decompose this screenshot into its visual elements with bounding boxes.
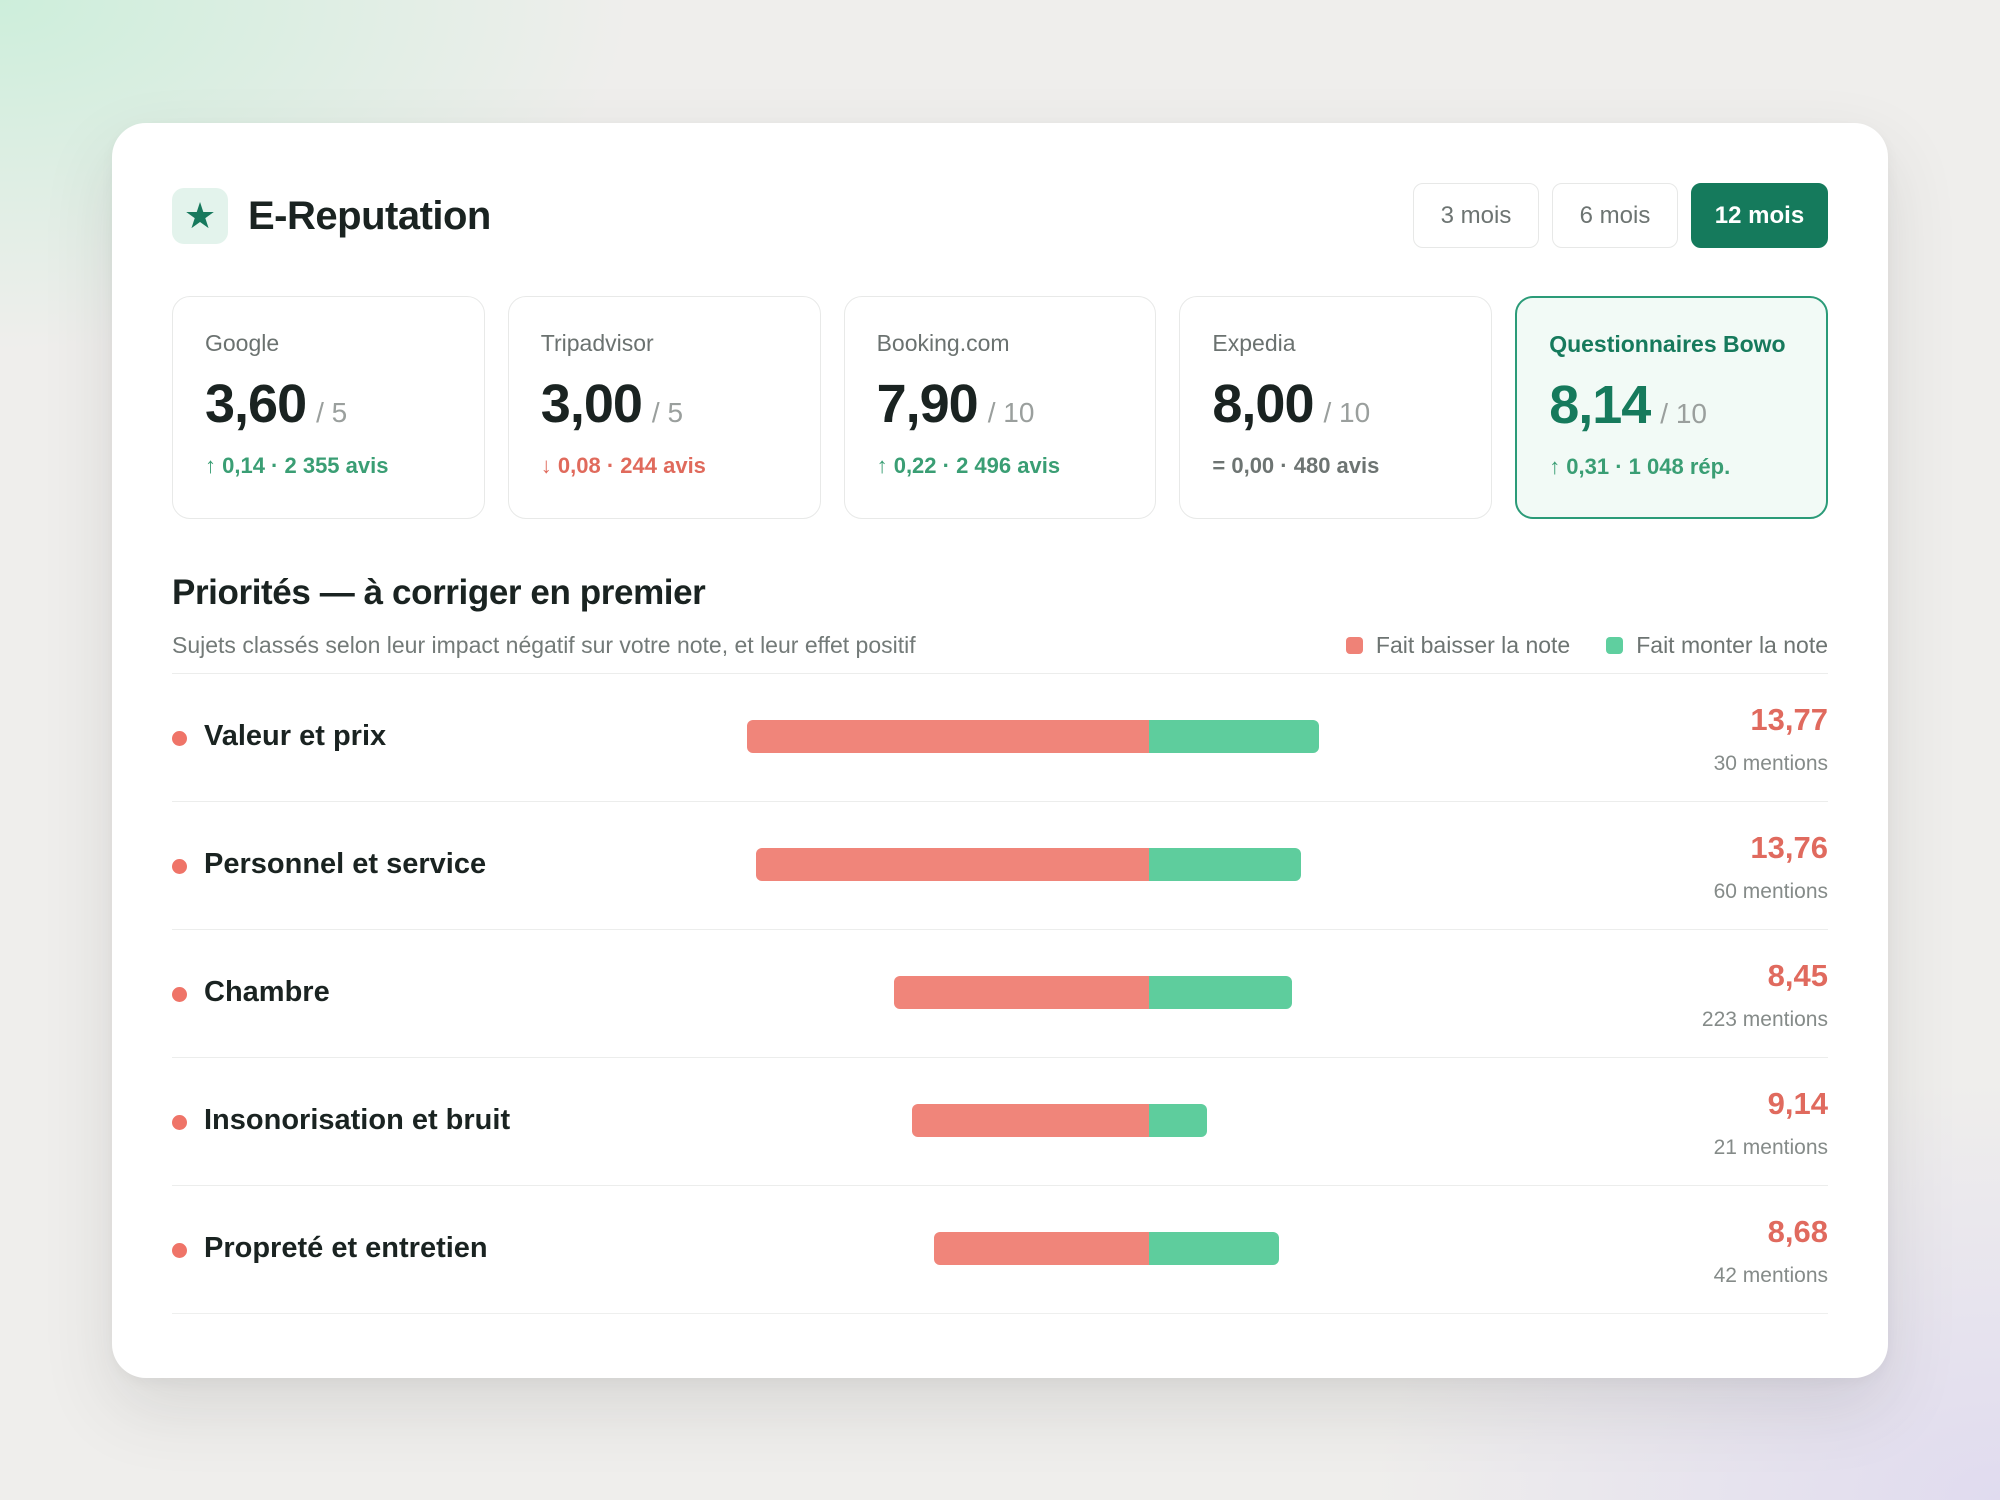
priority-row[interactable]: Insonorisation et bruit 9,14 21 mentions xyxy=(172,1058,1828,1186)
priority-dot xyxy=(172,987,187,1002)
score-value-row: 7,90 / 10 xyxy=(877,373,1156,435)
score-delta: ↑ 0,22 · 2 496 avis xyxy=(876,453,1061,478)
legend-swatch-negative xyxy=(1345,637,1363,654)
score-scale: / 10 xyxy=(1660,398,1707,429)
score-card-tripadvisor[interactable]: Tripadvisor 3,00 / 5 ↓ 0,08 · 244 avis xyxy=(507,296,821,519)
score-value: 3,60 xyxy=(205,374,307,434)
priorities-header: Priorités — à corriger en premier Sujets… xyxy=(172,573,1828,673)
score-value-row: 8,14 / 10 xyxy=(1549,374,1826,436)
legend: Fait baisser la note Fait monter la note xyxy=(1345,632,1828,659)
bar-negative xyxy=(912,1104,1149,1137)
priority-label: Propreté et entretien xyxy=(204,1232,488,1264)
priority-row[interactable]: Personnel et service 13,76 60 mentions xyxy=(172,802,1828,930)
priority-score: 13,77 xyxy=(1750,702,1828,737)
score-card-name: Questionnaires Bowo xyxy=(1549,331,1786,357)
legend-swatch-positive xyxy=(1606,637,1624,654)
period-3-months-button[interactable]: 3 mois xyxy=(1413,183,1539,248)
bar-negative xyxy=(934,1232,1149,1265)
bar-negative xyxy=(755,848,1149,881)
score-scale: / 5 xyxy=(316,397,348,428)
score-scale: / 10 xyxy=(987,397,1035,428)
bar-positive xyxy=(1149,720,1319,753)
period-12-months-button[interactable]: 12 mois xyxy=(1691,183,1828,248)
score-card-questionnaires-bowo[interactable]: Questionnaires Bowo 8,14 / 10 ↑ 0,31 · 1… xyxy=(1515,296,1828,519)
priority-mentions: 60 mentions xyxy=(1713,880,1828,903)
page-title: E-Reputation xyxy=(248,193,491,238)
score-card-name: Google xyxy=(205,330,280,356)
score-value: 8,00 xyxy=(1212,374,1314,434)
priority-score: 8,45 xyxy=(1767,958,1828,993)
priority-label: Personnel et service xyxy=(204,848,487,880)
priority-row[interactable]: Chambre 8,45 223 mentions xyxy=(172,930,1828,1058)
priority-dot xyxy=(172,859,187,874)
period-6-months-button[interactable]: 6 mois xyxy=(1552,183,1678,248)
priority-mentions: 42 mentions xyxy=(1713,1264,1828,1287)
priority-mentions: 30 mentions xyxy=(1713,752,1828,775)
score-value-row: 3,60 / 5 xyxy=(205,373,484,435)
score-value-row: 8,00 / 10 xyxy=(1212,373,1491,435)
score-delta: ↑ 0,31 · 1 048 rép. xyxy=(1549,454,1731,479)
score-card-booking[interactable]: Booking.com 7,90 / 10 ↑ 0,22 · 2 496 avi… xyxy=(843,296,1157,519)
score-value: 3,00 xyxy=(540,374,643,434)
score-card-google[interactable]: Google 3,60 / 5 ↑ 0,14 · 2 355 avis xyxy=(172,296,485,519)
priority-dot xyxy=(172,1115,187,1130)
e-reputation-card: ★ E-Reputation 3 mois 6 mois 12 mois Goo… xyxy=(112,123,1888,1378)
priority-dot xyxy=(172,1243,187,1258)
card-header: ★ E-Reputation 3 mois 6 mois 12 mois xyxy=(172,183,1828,249)
score-delta: = 0,00 · 480 avis xyxy=(1212,453,1380,478)
star-icon: ★ xyxy=(172,188,228,244)
priorities-subtitle: Sujets classés selon leur impact négatif… xyxy=(172,632,916,658)
legend-item-negative: Fait baisser la note xyxy=(1345,632,1571,659)
priority-mentions: 21 mentions xyxy=(1713,1136,1828,1159)
bar-positive xyxy=(1149,1104,1208,1137)
legend-label-positive: Fait monter la note xyxy=(1636,632,1828,658)
period-selector: 3 mois 6 mois 12 mois xyxy=(1413,183,1828,248)
bar-positive xyxy=(1149,976,1293,1009)
priority-label: Insonorisation et bruit xyxy=(204,1104,511,1136)
priority-dot xyxy=(172,731,187,746)
priority-label: Chambre xyxy=(204,976,330,1008)
brand: ★ E-Reputation xyxy=(172,188,491,244)
score-card-expedia[interactable]: Expedia 8,00 / 10 = 0,00 · 480 avis xyxy=(1179,296,1493,519)
score-value: 7,90 xyxy=(876,374,979,434)
score-scale: / 10 xyxy=(1323,397,1371,428)
score-value-row: 3,00 / 5 xyxy=(541,373,820,435)
legend-label-negative: Fait baisser la note xyxy=(1375,632,1571,658)
legend-item-positive: Fait monter la note xyxy=(1606,632,1828,659)
bar-negative xyxy=(894,976,1149,1009)
priority-score: 9,14 xyxy=(1767,1086,1828,1121)
score-card-name: Tripadvisor xyxy=(540,330,654,356)
bar-negative xyxy=(746,720,1149,753)
bar-positive xyxy=(1149,1232,1279,1265)
score-delta: ↑ 0,14 · 2 355 avis xyxy=(205,453,389,478)
score-scale: / 5 xyxy=(651,397,684,428)
priority-mentions: 223 mentions xyxy=(1701,1008,1828,1031)
priority-row[interactable]: Propreté et entretien 8,68 42 mentions xyxy=(172,1186,1828,1314)
score-cards: Google 3,60 / 5 ↑ 0,14 · 2 355 avis Trip… xyxy=(172,296,1828,519)
score-card-name: Booking.com xyxy=(876,330,1010,356)
score-card-name: Expedia xyxy=(1212,330,1296,356)
priorities-list: Valeur et prix 13,77 30 mentions Personn… xyxy=(172,673,1828,1314)
priority-score: 13,76 xyxy=(1750,830,1828,865)
score-value: 8,14 xyxy=(1549,375,1651,435)
priority-row[interactable]: Valeur et prix 13,77 30 mentions xyxy=(172,674,1828,802)
priority-score: 8,68 xyxy=(1767,1214,1828,1249)
priorities-title: Priorités — à corriger en premier xyxy=(172,573,706,612)
priority-label: Valeur et prix xyxy=(204,720,387,752)
score-delta: ↓ 0,08 · 244 avis xyxy=(540,453,706,478)
bar-positive xyxy=(1149,848,1301,881)
